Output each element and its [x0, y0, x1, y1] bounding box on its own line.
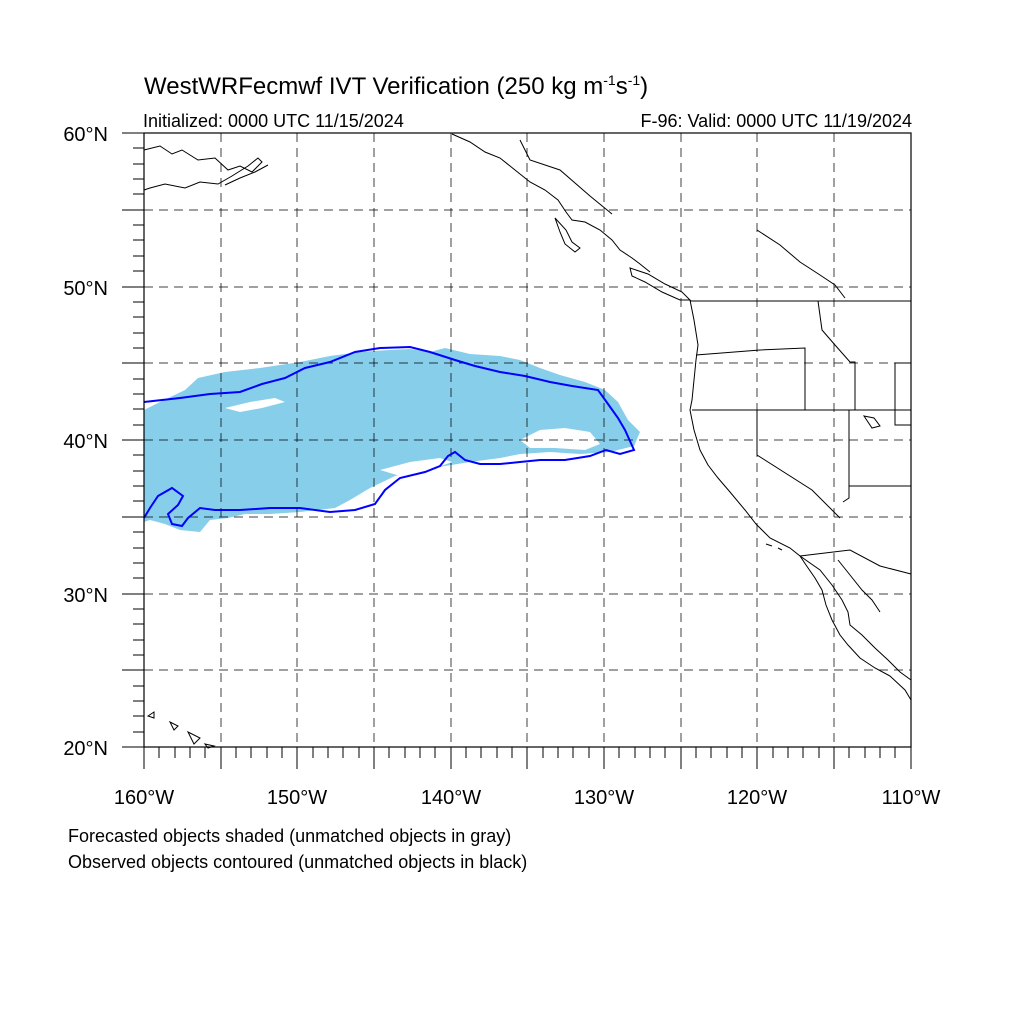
state-wa-or — [695, 347, 911, 411]
lon-label-160w: 160°W — [114, 787, 174, 809]
lon-ticks — [143, 747, 912, 769]
title-end: ) — [640, 73, 649, 100]
lat-label-60: 60°N — [63, 124, 108, 146]
us-mexico-border — [799, 549, 912, 575]
alaska-coast — [143, 145, 263, 191]
note-observed: Observed objects contoured (unmatched ob… — [68, 852, 528, 872]
note-forecast: Forecasted objects shaded (unmatched obj… — [68, 826, 512, 846]
canada-interior-line — [519, 139, 613, 215]
lon-label-130w: 130°W — [574, 787, 634, 809]
coastlines — [143, 133, 912, 749]
channel-islands — [765, 543, 783, 551]
state-nv-az — [842, 410, 850, 503]
lon-labels: 160°W 150°W 140°W 130°W 120°W 110°W — [114, 787, 941, 809]
lat-label-30: 30°N — [63, 585, 108, 607]
lat-labels: 60°N 50°N 40°N 30°N 20°N — [63, 124, 108, 760]
us-west-coast — [689, 299, 912, 701]
state-wy — [894, 362, 912, 426]
state-id-mt — [817, 300, 856, 410]
lake-tahoe — [862, 415, 881, 429]
lat-ticks — [122, 132, 144, 748]
forecast-hole-3 — [380, 458, 452, 476]
alaska-panhandle — [451, 133, 651, 273]
lon-label-120w: 120°W — [727, 787, 787, 809]
title-mid: s — [615, 73, 628, 100]
forecast-hole-2 — [520, 428, 600, 450]
lon-label-110w: 110°W — [882, 787, 941, 809]
canada-east-coastline — [756, 229, 846, 299]
lon-label-150w: 150°W — [267, 787, 327, 809]
lon-label-140w: 140°W — [421, 787, 481, 809]
state-ca-nv — [756, 410, 841, 519]
title-main: WestWRFecmwf IVT Verification (250 kg m — [144, 73, 604, 100]
observed-contour — [143, 345, 636, 528]
canada-islands — [554, 217, 581, 253]
lat-label-40: 40°N — [63, 431, 108, 453]
valid-label: F-96: Valid: 0000 UTC 11/19/2024 — [640, 111, 913, 131]
lat-label-20: 20°N — [63, 738, 108, 760]
vancouver-island — [629, 267, 692, 301]
hawaii-islands — [146, 711, 216, 749]
alaska-coast-south — [224, 164, 269, 186]
chart-title: WestWRFecmwf IVT Verification (250 kg m-… — [144, 72, 648, 101]
baja-california — [799, 555, 912, 681]
gulf-of-california — [837, 559, 881, 613]
title-sup2: -1 — [627, 72, 641, 88]
lat-label-50: 50°N — [63, 278, 108, 300]
forecast-hole-1 — [225, 398, 285, 412]
title-sup1: -1 — [603, 72, 616, 88]
initialized-label: Initialized: 0000 UTC 11/15/2024 — [143, 111, 404, 131]
